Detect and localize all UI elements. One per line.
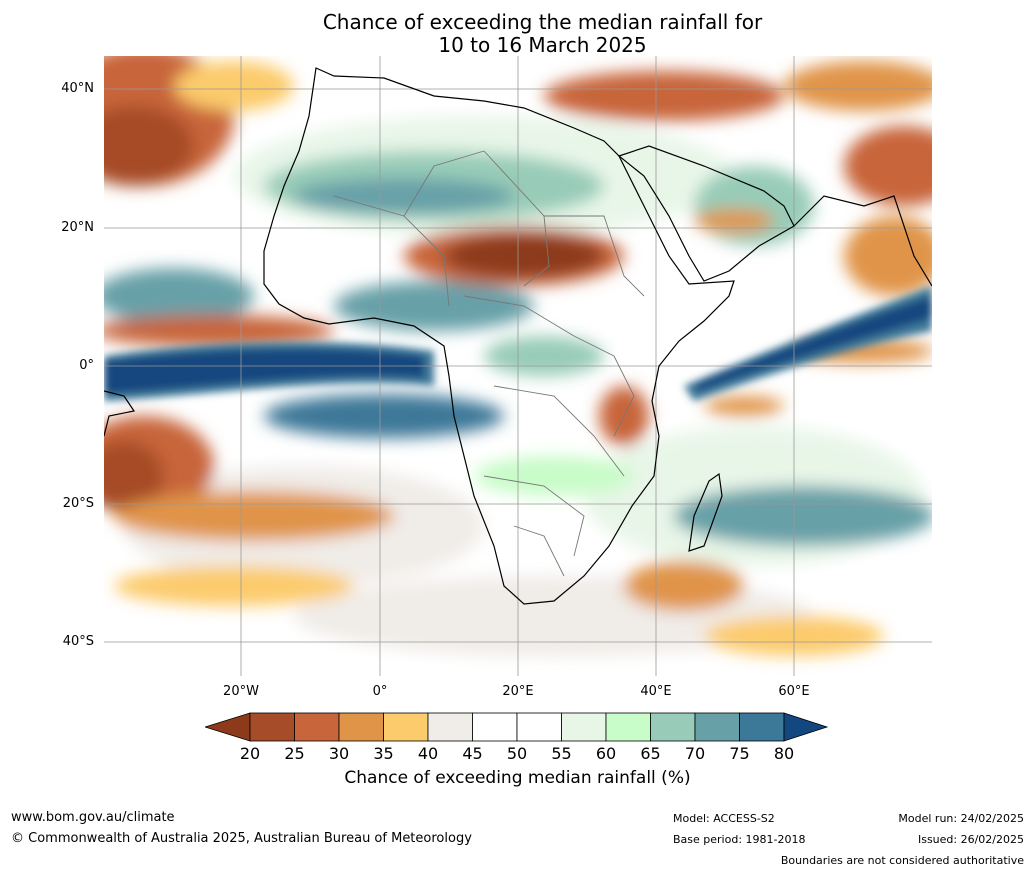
model-name: Model: ACCESS-S2: [673, 812, 775, 825]
legend-swatch-25_30: [294, 712, 340, 742]
legend-tick-label: 25: [284, 744, 305, 763]
base-period: Base period: 1981-2018: [673, 833, 806, 846]
legend-colorbar: [205, 712, 829, 742]
lon-label-20w: 20°W: [223, 684, 259, 699]
copyright-text: © Commonwealth of Australia 2025, Austra…: [11, 831, 472, 846]
legend-swatch-75_80: [739, 712, 785, 742]
probability-fields: [104, 56, 932, 656]
legend-swatch-below-20: [205, 712, 251, 742]
legend-swatch-40_45: [427, 712, 473, 742]
legend-tick-label: 70: [684, 744, 706, 763]
legend-tick-label: 60: [595, 744, 617, 763]
rainfall-map-canvas: [104, 56, 932, 676]
legend-swatch-70_75: [694, 712, 740, 742]
lon-label-60e: 60°E: [778, 684, 810, 699]
legend-swatch-60_65: [605, 712, 651, 742]
legend-swatch-30_35: [338, 712, 384, 742]
legend-tick-label: 20: [239, 744, 261, 763]
legend-swatch-65_70: [650, 712, 696, 742]
coastlines: [104, 67, 932, 605]
legend-swatch-55_60: [561, 712, 607, 742]
legend-tick-label: 65: [640, 744, 661, 763]
lon-label-20e: 20°E: [502, 684, 534, 699]
legend-tick-label: 35: [373, 744, 394, 763]
rainfall-map: [104, 56, 932, 676]
lat-label-20s: 20°S: [62, 496, 94, 511]
legend-tick-label: 30: [328, 744, 350, 763]
graticule: [104, 56, 932, 676]
lon-label-0: 0°: [372, 684, 388, 699]
website-link[interactable]: www.bom.gov.au/climate: [11, 810, 175, 825]
legend-tick-label: 80: [773, 744, 795, 763]
lat-label-20n: 20°N: [61, 220, 94, 235]
country-boundaries: [333, 150, 645, 577]
model-run-date: Model run: 24/02/2025: [898, 812, 1024, 825]
boundaries-disclaimer: Boundaries are not considered authoritat…: [780, 854, 1024, 867]
legend-tick-label: 50: [506, 744, 528, 763]
legend-tick-label: 40: [417, 744, 439, 763]
legend-swatch-50_55: [516, 712, 562, 742]
legend-swatch-45_50: [472, 712, 518, 742]
legend-swatch-20_25: [249, 712, 295, 742]
legend-swatch-35_40: [383, 712, 429, 742]
legend-swatch-above-80: [783, 712, 829, 742]
lat-label-0: 0°: [79, 358, 94, 373]
issued-date: Issued: 26/02/2025: [917, 833, 1024, 846]
legend-tick-label: 45: [462, 744, 483, 763]
lat-label-40n: 40°N: [61, 81, 94, 96]
lon-label-40e: 40°E: [640, 684, 672, 699]
legend-tick-label: 75: [729, 744, 750, 763]
map-title-line-2: 10 to 16 March 2025: [438, 33, 647, 57]
map-title-line-1: Chance of exceeding the median rainfall …: [322, 10, 763, 34]
lat-label-40s: 40°S: [62, 634, 94, 649]
equatorial-wet-belt: [104, 286, 932, 401]
legend-tick-label: 55: [551, 744, 572, 763]
legend-title: Chance of exceeding median rainfall (%): [344, 768, 691, 788]
